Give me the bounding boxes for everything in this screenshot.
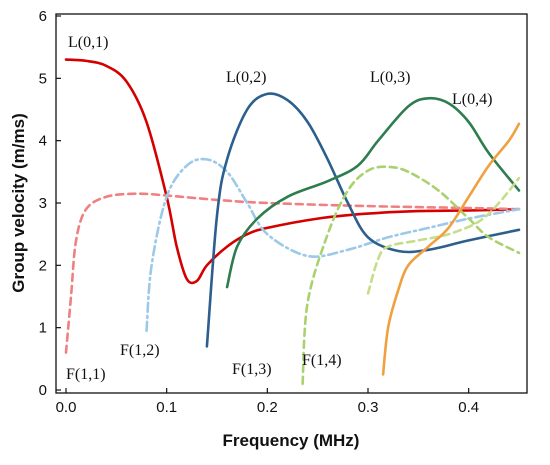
label-L03: L(0,3) <box>370 69 410 86</box>
x-tick-label: 0.1 <box>156 399 177 416</box>
label-F12: F(1,2) <box>120 342 160 359</box>
axis-ticks: 0.0 0.1 0.2 0.3 0.4 0 1 2 3 4 5 6 <box>39 8 479 416</box>
y-tick-label: 1 <box>39 320 47 337</box>
series-f12 <box>145 157 521 333</box>
y-tick-label: 4 <box>39 133 47 150</box>
y-tick-label: 0 <box>39 382 47 399</box>
x-tick-label: 0.0 <box>56 399 77 416</box>
label-F14: F(1,4) <box>302 352 342 369</box>
y-tick-label: 5 <box>39 70 47 87</box>
series-f13 <box>301 165 521 386</box>
series-l04 <box>381 122 521 376</box>
label-L04: L(0,4) <box>452 91 492 108</box>
y-tick-label: 2 <box>39 257 47 274</box>
series-l03 <box>225 96 521 289</box>
label-F13: F(1,3) <box>232 361 272 378</box>
series-f14 <box>366 176 521 295</box>
series-l01 <box>64 58 521 285</box>
x-tick-label: 0.3 <box>358 399 379 416</box>
x-axis-title: Frequency (MHz) <box>223 431 360 450</box>
y-axis-title: Group velocity (m/ms) <box>9 113 28 292</box>
series-l02 <box>205 92 521 348</box>
y-tick-label: 3 <box>39 195 47 212</box>
label-L01: L(0,1) <box>68 34 108 51</box>
x-tick-label: 0.4 <box>458 399 479 416</box>
x-tick-label: 0.2 <box>257 399 278 416</box>
series-f11 <box>64 192 521 354</box>
series-curves <box>64 58 521 386</box>
label-L02: L(0,2) <box>226 69 266 86</box>
label-F11: F(1,1) <box>66 366 106 383</box>
y-tick-label: 6 <box>39 8 47 25</box>
